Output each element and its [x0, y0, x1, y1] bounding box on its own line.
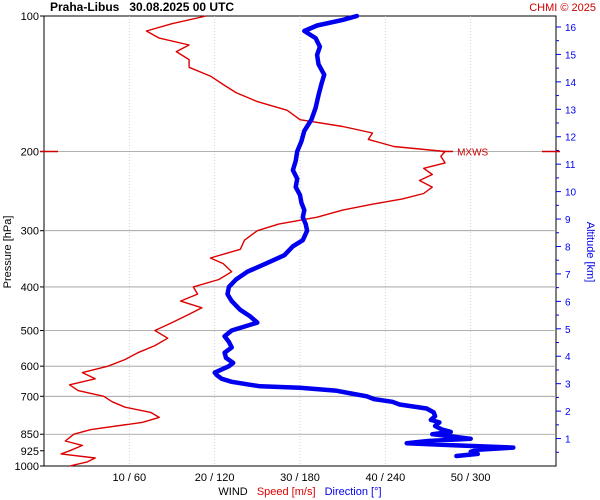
wind-label: WIND	[218, 486, 247, 498]
pressure-tick-label: 100	[21, 11, 39, 23]
direction-label: Direction [°]	[325, 486, 382, 498]
bottom-axis-label: WIND Speed [m/s] Direction [°]	[218, 486, 381, 498]
speed-line	[60, 15, 446, 467]
pressure-tick-label: 700	[21, 391, 39, 403]
altitude-tick-label: 7	[565, 270, 571, 281]
altitude-tick-label: 3	[565, 380, 571, 391]
pressure-tick-label: 500	[21, 326, 39, 338]
altitude-axis-label: Altitude [km]	[584, 222, 596, 283]
direction-line	[212, 13, 516, 459]
altitude-tick-label: 11	[565, 160, 576, 171]
credit-text: CHMI © 2025	[529, 2, 596, 14]
pressure-axis-label: Pressure [hPa]	[2, 216, 14, 289]
pressure-tick-label: 200	[21, 146, 39, 158]
series-layer: MXWS	[40, 13, 560, 467]
pressure-tick-label: 850	[21, 429, 39, 441]
altitude-tick-label: 8	[565, 242, 571, 253]
mxws-label: MXWS	[457, 147, 488, 158]
pressure-tick-label: 400	[21, 282, 39, 294]
x-tick-label: 30 / 180	[280, 472, 320, 484]
altitude-tick-label: 10	[565, 188, 577, 199]
tick-layer: 10 / 60 20 / 120 30 / 180 40 / 240 50 / 300 1…	[15, 11, 577, 484]
altitude-tick-label: 9	[565, 215, 571, 226]
pressure-tick-label: 600	[21, 361, 39, 373]
x-tick-label: 10 / 60	[113, 472, 147, 484]
grid-lines	[40, 15, 561, 467]
x-tick-label: 50 / 300	[451, 472, 491, 484]
pressure-tick-label: 1000	[15, 461, 39, 473]
altitude-tick-label: 1	[565, 435, 571, 446]
altitude-tick-label: 6	[565, 297, 571, 308]
pressure-tick-label: 925	[21, 446, 39, 458]
altitude-tick-label: 13	[565, 105, 577, 116]
altitude-tick-label: 16	[565, 23, 577, 34]
altitude-tick-label: 14	[565, 78, 577, 89]
altitude-tick-label: 5	[565, 325, 571, 336]
altitude-tick-label: 15	[565, 50, 577, 61]
pressure-tick-label: 300	[21, 226, 39, 238]
altitude-tick-label: 12	[565, 133, 577, 144]
x-tick-label: 20 / 120	[195, 472, 235, 484]
altitude-tick-label: 2	[565, 407, 571, 418]
speed-label: Speed [m/s]	[257, 486, 316, 498]
x-tick-label: 40 / 240	[365, 472, 405, 484]
chart-title: Praha-Libus 30.08.2025 00 UTC	[50, 0, 234, 14]
altitude-tick-label: 4	[565, 352, 571, 363]
